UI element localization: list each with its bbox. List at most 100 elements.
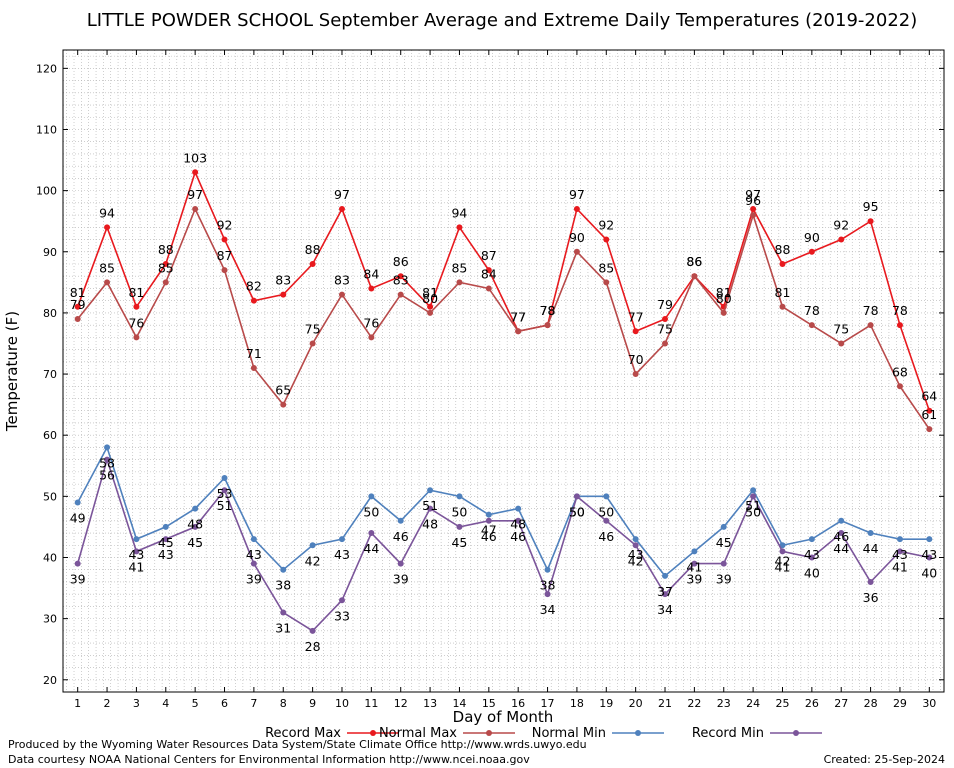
series-group: [74, 169, 933, 634]
y-tick-label: 80: [43, 307, 57, 320]
data-point-normal-min: [309, 542, 316, 549]
data-label-normal-min: 43: [246, 547, 262, 562]
data-label-normal-max: 65: [275, 383, 291, 398]
data-label-normal-max: 84: [481, 266, 497, 281]
x-tick-label: 21: [658, 697, 672, 710]
series-line-record-max: [76, 170, 931, 412]
data-point-record-max: [926, 407, 933, 414]
data-point-record-min: [74, 560, 81, 567]
data-point-normal-min: [720, 523, 727, 530]
data-point-normal-min: [632, 536, 639, 543]
data-point-normal-min: [280, 566, 287, 573]
data-point-record-min: [632, 542, 639, 549]
data-point-normal-max: [867, 322, 874, 329]
data-label-record-min: 34: [540, 602, 556, 617]
data-label-normal-min: 45: [158, 535, 174, 550]
data-point-record-max: [896, 322, 903, 329]
data-point-record-max: [368, 285, 375, 292]
data-label-normal-min: 43: [334, 547, 350, 562]
y-tick-label: 90: [43, 246, 57, 259]
y-axis-label: Temperature (F): [3, 311, 21, 432]
data-point-record-min: [720, 560, 727, 567]
data-point-normal-min: [397, 517, 404, 524]
data-point-record-min: [573, 493, 580, 500]
x-tick-label: 6: [221, 697, 228, 710]
data-point-normal-max: [838, 340, 845, 347]
data-label-normal-min: 46: [833, 529, 849, 544]
data-point-normal-max: [280, 401, 287, 408]
data-point-normal-max: [515, 328, 522, 335]
data-point-record-max: [573, 205, 580, 212]
data-label-record-max: 97: [569, 187, 585, 202]
data-label-normal-min: 58: [99, 455, 115, 470]
data-label-normal-max: 76: [363, 315, 379, 330]
data-point-normal-max: [779, 303, 786, 310]
data-point-record-min: [368, 530, 375, 537]
legend-label-normal-min: Normal Min: [532, 726, 606, 741]
data-label-normal-max: 78: [863, 303, 879, 318]
data-label-normal-max: 75: [833, 321, 849, 336]
y-tick-label: 60: [43, 429, 57, 442]
data-point-normal-max: [427, 309, 434, 316]
x-tick-label: 4: [162, 697, 169, 710]
x-tick-label: 15: [482, 697, 496, 710]
data-point-normal-min: [808, 536, 815, 543]
data-point-normal-max: [662, 340, 669, 347]
data-label-record-max: 81: [422, 285, 438, 300]
data-label-normal-min: 53: [217, 486, 233, 501]
data-label-normal-min: 48: [510, 517, 526, 532]
data-point-normal-min: [750, 487, 757, 494]
data-point-normal-max: [485, 285, 492, 292]
data-point-record-min: [896, 548, 903, 555]
data-point-record-min: [192, 523, 199, 530]
data-point-record-min: [808, 554, 815, 561]
data-point-normal-min: [104, 444, 111, 451]
x-tick-label: 26: [805, 697, 819, 710]
data-label-record-min: 45: [451, 535, 467, 550]
footer-data-source: Data courtesy NOAA National Centers for …: [8, 753, 530, 766]
x-tick-label: 14: [452, 697, 466, 710]
data-point-record-min: [309, 627, 316, 634]
data-point-record-max: [250, 297, 257, 304]
series-line-normal-max: [77, 206, 930, 430]
data-point-normal-min: [133, 536, 140, 543]
x-tick-label: 28: [864, 697, 878, 710]
y-tick-label: 30: [43, 613, 57, 626]
data-label-normal-min: 44: [863, 541, 879, 556]
data-point-record-max: [662, 316, 669, 323]
data-point-normal-min: [544, 566, 551, 573]
data-label-record-max: 78: [540, 303, 556, 318]
data-label-normal-max: 97: [187, 187, 203, 202]
data-point-normal-max: [603, 279, 610, 286]
data-label-normal-min: 43: [804, 547, 820, 562]
data-point-record-max: [397, 273, 404, 280]
data-point-normal-min: [779, 542, 786, 549]
data-label-normal-min: 50: [569, 504, 585, 519]
data-point-record-min: [133, 548, 140, 555]
data-label-normal-min: 46: [393, 529, 409, 544]
data-label-record-min: 46: [481, 529, 497, 544]
data-label-record-max: 103: [183, 150, 207, 165]
data-label-normal-min: 38: [275, 578, 291, 593]
x-axis-label: Day of Month: [453, 708, 554, 726]
data-label-record-max: 88: [775, 242, 791, 257]
x-axis-ticks: 1 2 3 4 5 6 7 8 9 10 11 12 13 14 15 16 17 18 19 20 21 22 23 24 2…: [74, 50, 936, 710]
footer-producer: Produced by the Wyoming Water Resources …: [8, 738, 587, 751]
data-point-record-max: [808, 248, 815, 255]
data-label-record-min: 41: [128, 559, 144, 574]
data-label-record-min: 45: [187, 535, 203, 550]
x-tick-label: 24: [746, 697, 760, 710]
x-tick-label: 13: [423, 697, 437, 710]
x-tick-label: 1: [74, 697, 81, 710]
data-point-normal-max: [162, 279, 169, 286]
data-point-normal-min: [192, 505, 199, 512]
legend-marker-normal-min: [635, 730, 641, 736]
data-label-normal-max: 71: [246, 346, 262, 361]
data-label-record-max: 77: [628, 309, 644, 324]
data-label-normal-min: 38: [540, 578, 556, 593]
data-label-normal-max: 76: [128, 315, 144, 330]
data-label-normal-max: 83: [393, 273, 409, 288]
x-tick-label: 16: [511, 697, 525, 710]
data-point-record-min: [926, 554, 933, 561]
data-point-normal-max: [74, 316, 81, 323]
